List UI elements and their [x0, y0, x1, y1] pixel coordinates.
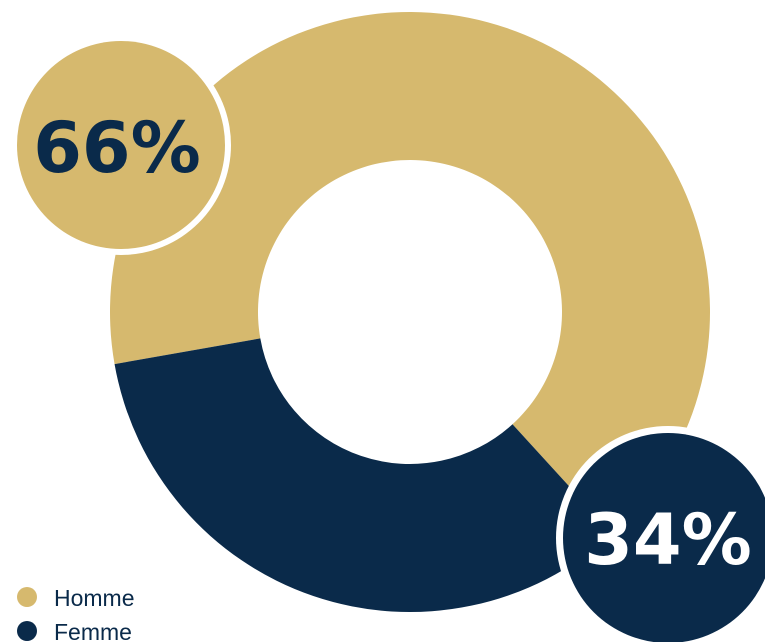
- donut-slice-homme: [110, 12, 710, 534]
- callout-homme: 66%: [11, 35, 231, 255]
- callout-femme: 34%: [556, 426, 765, 642]
- femme-percent-label: 34%: [584, 499, 752, 581]
- donut-slices: [110, 12, 710, 613]
- legend-item-femme: Femme: [17, 619, 132, 642]
- legend-swatch-homme: [17, 587, 37, 607]
- callout-femme-fill: [563, 433, 765, 642]
- legend: Homme Femme: [17, 585, 135, 642]
- legend-item-homme: Homme: [17, 585, 135, 611]
- callout-homme-fill: [17, 41, 225, 249]
- legend-swatch-femme: [17, 621, 37, 641]
- legend-label-homme: Homme: [54, 585, 135, 611]
- legend-label-femme: Femme: [54, 619, 132, 642]
- donut-slice-femme: [114, 338, 613, 613]
- homme-percent-label: 66%: [33, 107, 201, 189]
